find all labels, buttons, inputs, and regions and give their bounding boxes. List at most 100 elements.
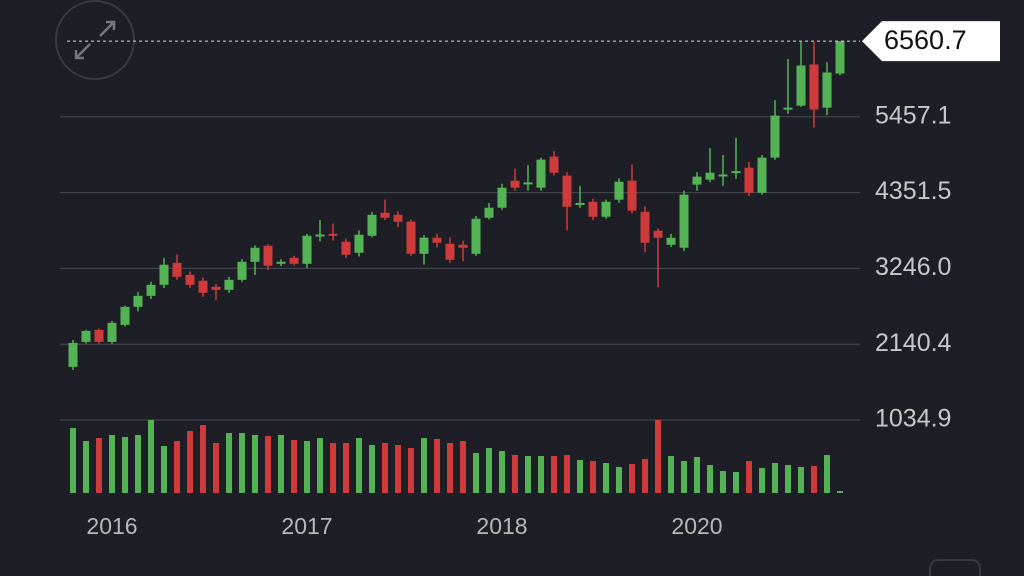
candle-body <box>666 237 676 245</box>
candle-body <box>601 201 611 217</box>
candle-body <box>393 214 403 222</box>
candle-body <box>250 247 260 262</box>
volume-bar <box>811 466 817 493</box>
candle-body <box>81 330 91 342</box>
volume-bar <box>252 435 258 493</box>
candle-body <box>406 221 416 254</box>
candle-body <box>757 157 767 193</box>
candle-body <box>198 280 208 293</box>
volume-bar <box>239 433 245 493</box>
volume-bar <box>278 435 284 493</box>
volume-bar <box>148 420 154 493</box>
candle-body <box>471 218 481 254</box>
volume-bar <box>83 441 89 493</box>
expand-icon[interactable] <box>74 20 116 60</box>
candle-body <box>367 214 377 236</box>
volume-bar <box>213 443 219 493</box>
volume-bar <box>226 433 232 493</box>
volume-bar <box>122 437 128 493</box>
y-tick-label: 2140.4 <box>875 329 952 357</box>
candle-body <box>172 262 182 277</box>
expand-circle[interactable] <box>55 0 135 80</box>
candle-body <box>237 261 247 280</box>
candle-body <box>523 182 533 185</box>
candle-body <box>588 201 598 217</box>
candle-body <box>133 295 143 307</box>
volume-bar <box>824 455 830 493</box>
candle-body <box>276 261 286 264</box>
volume-bar <box>187 431 193 493</box>
volume-bar <box>616 467 622 493</box>
volume-bar <box>707 465 713 493</box>
candle-body <box>809 64 819 110</box>
volume-bar <box>161 446 167 493</box>
volume-bar <box>837 491 843 493</box>
volume-bar <box>291 440 297 493</box>
volume-bar <box>694 457 700 493</box>
candle-body <box>575 202 585 205</box>
candle-body <box>315 234 325 237</box>
volume-bar <box>408 448 414 493</box>
candle-body <box>718 174 728 177</box>
volume-bar <box>564 455 570 493</box>
volume-bar <box>265 436 271 493</box>
candle-body <box>94 329 104 342</box>
x-tick-label: 2016 <box>86 513 137 539</box>
candle-body <box>302 235 312 264</box>
volume-bar <box>590 461 596 493</box>
volume-bar <box>70 428 76 493</box>
volume-bar <box>382 443 388 493</box>
x-tick-label: 2017 <box>281 513 332 539</box>
candle-body <box>263 245 273 266</box>
volume-bar <box>603 463 609 493</box>
candle-body <box>289 257 299 264</box>
candle-body <box>640 211 650 243</box>
volume-bar <box>525 456 531 493</box>
candle-body <box>445 243 455 260</box>
volume-bar <box>330 443 336 493</box>
volume-bar <box>772 463 778 493</box>
volume-bar <box>512 455 518 493</box>
volume-bar <box>538 456 544 493</box>
candle-body <box>822 72 832 108</box>
last-price-box <box>862 21 1000 62</box>
candle-body <box>458 244 468 248</box>
volume-bar <box>421 438 427 493</box>
candle-body <box>562 175 572 207</box>
candle-body <box>224 279 234 290</box>
candle-body <box>549 156 559 173</box>
expand-button[interactable] <box>55 0 135 80</box>
y-tick-label: 5457.1 <box>875 101 951 129</box>
volume-bar <box>447 443 453 493</box>
candle-body <box>159 264 169 285</box>
corner-button[interactable] <box>929 559 981 576</box>
y-tick-label: 3246.0 <box>875 253 951 281</box>
volume-bar <box>577 460 583 493</box>
candle-body <box>783 107 793 110</box>
candle-body <box>107 322 117 342</box>
volume-bar <box>200 425 206 493</box>
volume-bar <box>486 448 492 493</box>
volume-bar <box>642 459 648 493</box>
candle-body <box>328 233 338 236</box>
candle-body <box>146 284 156 296</box>
volume-bar <box>759 468 765 493</box>
volume-bar <box>356 438 362 493</box>
volume-bar <box>395 445 401 493</box>
y-tick-label: 4351.5 <box>875 177 951 205</box>
volume-bar <box>343 443 349 493</box>
volume-bar <box>655 420 661 493</box>
volume-bar <box>551 456 557 493</box>
candle-body <box>341 241 351 255</box>
volume-bar <box>304 441 310 493</box>
volume-bar <box>681 461 687 493</box>
y-tick-label: 1034.9 <box>875 405 951 433</box>
volume-bar <box>733 472 739 493</box>
candle-body <box>705 172 715 180</box>
candle-body <box>679 194 689 248</box>
volume-bar <box>96 438 102 493</box>
volume-bar <box>798 467 804 493</box>
candle-body <box>354 234 364 253</box>
candle-body <box>68 342 78 367</box>
last-price-label: 6560.7 <box>884 25 967 55</box>
